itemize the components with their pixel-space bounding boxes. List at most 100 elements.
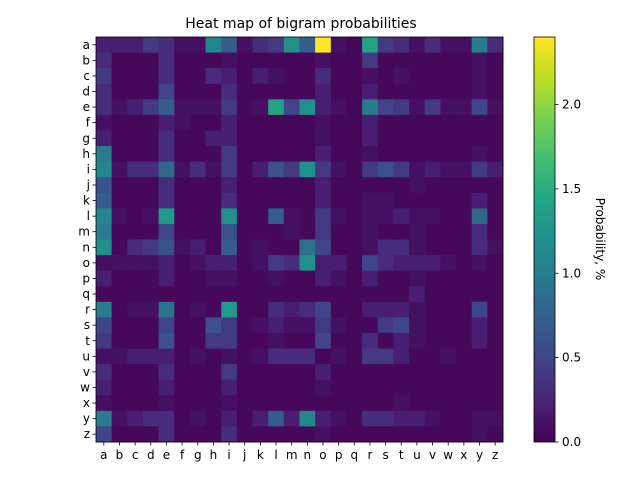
- heatmap-cell-ko: [315, 192, 332, 209]
- heatmap-cell-pn: [299, 270, 316, 287]
- heatmap-cell-xt: [393, 395, 410, 412]
- heatmap-cell-ij: [236, 161, 253, 178]
- heatmap-cell-ui: [221, 348, 238, 365]
- heatmap-cell-sl: [268, 317, 285, 334]
- heatmap-cell-yc: [127, 410, 144, 427]
- heatmap-cell-km: [283, 192, 300, 209]
- heatmap-cell-lj: [236, 208, 253, 225]
- heatmap-cell-rq: [346, 301, 363, 318]
- y-tick-label: d: [82, 85, 90, 99]
- heatmap-cell-py: [471, 270, 488, 287]
- heatmap-cell-hz: [487, 146, 504, 163]
- heatmap-cell-gb: [111, 130, 128, 147]
- y-tick-label: k: [83, 194, 90, 208]
- heatmap-cell-ag: [189, 37, 206, 53]
- heatmap-cell-nb: [111, 239, 128, 256]
- heatmap-cell-wh: [205, 379, 222, 396]
- heatmap-cell-ju: [409, 177, 426, 194]
- heatmap-cell-rm: [283, 301, 300, 318]
- heatmap-cell-wo: [315, 379, 332, 396]
- heatmap-cell-nc: [127, 239, 144, 256]
- heatmap-cell-iu: [409, 161, 426, 178]
- heatmap-cell-mu: [409, 223, 426, 240]
- heatmap-cell-ih: [205, 161, 222, 178]
- heatmap-cell-in: [299, 161, 316, 178]
- heatmap-cell-zj: [236, 426, 253, 443]
- heatmap-cell-ub: [111, 348, 128, 365]
- x-tick-label: t: [399, 448, 404, 462]
- heatmap-cell-if: [174, 161, 191, 178]
- heatmap-cell-gl: [268, 130, 285, 147]
- heatmap-cell-pe: [158, 270, 175, 287]
- heatmap-cell-qr: [362, 286, 379, 303]
- heatmap-cell-mf: [174, 223, 191, 240]
- heatmap-cell-bx: [456, 52, 473, 69]
- heatmap-cell-ck: [252, 68, 269, 85]
- heatmap-cell-zb: [111, 426, 128, 443]
- heatmap-cell-ud: [142, 348, 160, 365]
- heatmap-cell-vl: [268, 364, 285, 381]
- heatmap-cell-xd: [142, 395, 160, 412]
- heatmap-cell-cs: [377, 68, 394, 85]
- heatmap-cell-gx: [456, 130, 473, 147]
- heatmap-cell-za: [96, 426, 113, 443]
- heatmap-cell-go: [315, 130, 332, 147]
- heatmap-cell-ld: [142, 208, 160, 225]
- heatmap-cell-di: [221, 83, 238, 100]
- heatmap-cell-wy: [471, 379, 488, 396]
- heatmap-cell-jm: [283, 177, 300, 194]
- heatmap-cell-tn: [299, 332, 316, 349]
- colorbar-tick-label: 0.5: [562, 351, 581, 365]
- heatmap-cell-cz: [487, 68, 504, 85]
- heatmap-cell-fx: [456, 114, 473, 131]
- heatmap-cell-ok: [252, 255, 269, 272]
- heatmap-cell-qi: [221, 286, 238, 303]
- heatmap-cell-bb: [111, 52, 128, 69]
- heatmap-cell-bl: [268, 52, 285, 69]
- heatmap-cell-ke: [158, 192, 175, 209]
- heatmap-cell-ny: [471, 239, 488, 256]
- heatmap-cell-aa: [96, 37, 113, 53]
- heatmap-cell-ba: [96, 52, 113, 69]
- heatmap-cell-cl: [268, 68, 285, 85]
- heatmap-cell-fu: [409, 114, 426, 131]
- heatmap-cell-hr: [362, 146, 379, 163]
- heatmap-cell-rn: [299, 301, 316, 318]
- heatmap-cell-kj: [236, 192, 253, 209]
- heatmap-cell-qz: [487, 286, 504, 303]
- heatmap-cell-hl: [268, 146, 285, 163]
- heatmap-cell-ab: [111, 37, 128, 53]
- heatmap-cell-ry: [471, 301, 488, 318]
- heatmap-cell-nn: [299, 239, 316, 256]
- heatmap-cell-fn: [299, 114, 316, 131]
- heatmap-cell-fd: [142, 114, 160, 131]
- heatmap-cell-ob: [111, 255, 128, 272]
- heatmap-cell-yy: [471, 410, 488, 427]
- heatmap-cell-bw: [440, 52, 457, 69]
- heatmap-cell-qu: [409, 286, 426, 303]
- heatmap-cell-zg: [189, 426, 206, 443]
- heatmap-cell-mx: [456, 223, 473, 240]
- heatmap-cell-wg: [189, 379, 206, 396]
- heatmap-cell-ns: [377, 239, 394, 256]
- heatmap-cell-he: [158, 146, 175, 163]
- heatmap-cell-te: [158, 332, 175, 349]
- heatmap-cell-ft: [393, 114, 410, 131]
- heatmap-cell-xq: [346, 395, 363, 412]
- heatmap-cell-vb: [111, 364, 128, 381]
- heatmap-cell-qj: [236, 286, 253, 303]
- heatmap-cell-ig: [189, 161, 206, 178]
- x-tick-label: v: [429, 448, 436, 462]
- heatmap-cell-md: [142, 223, 160, 240]
- heatmap-cell-nh: [205, 239, 222, 256]
- heatmap-cell-pw: [440, 270, 457, 287]
- heatmap-cell-le: [158, 208, 175, 225]
- heatmap-cell-mq: [346, 223, 363, 240]
- heatmap-cell-ap: [330, 37, 347, 53]
- heatmap-cell-wn: [299, 379, 316, 396]
- heatmap-cell-id: [142, 161, 160, 178]
- heatmap-cell-rk: [252, 301, 269, 318]
- heatmap-cell-do: [315, 83, 332, 100]
- heatmap-cell-rt: [393, 301, 410, 318]
- heatmap-cell-qn: [299, 286, 316, 303]
